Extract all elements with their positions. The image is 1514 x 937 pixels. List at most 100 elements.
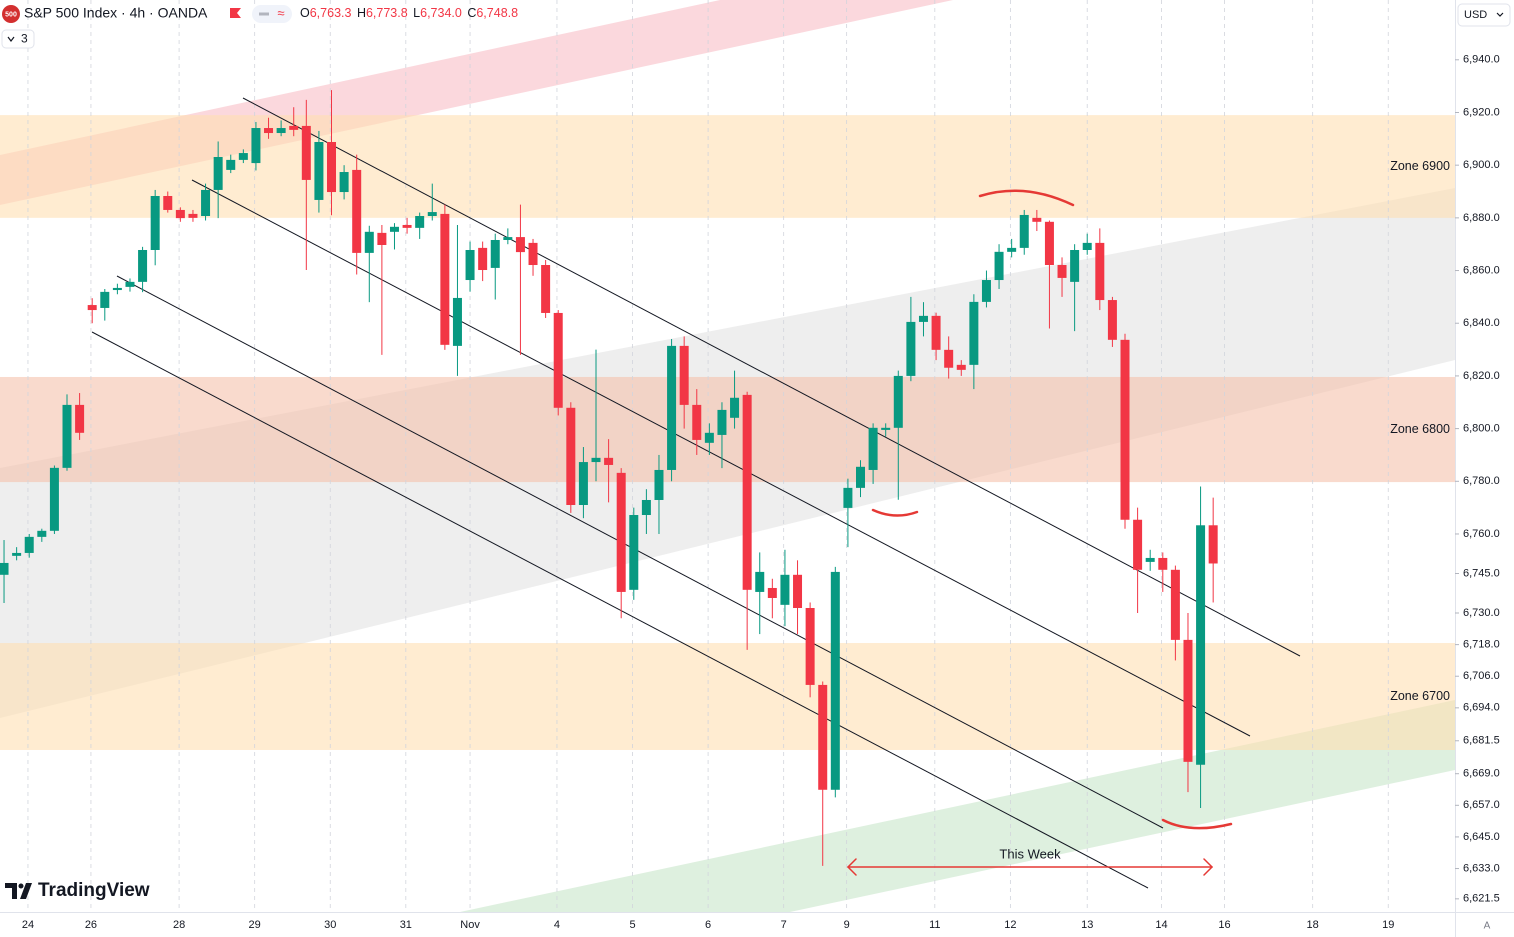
candle-body [641, 499, 651, 516]
candle-body [327, 141, 337, 193]
candle-body [956, 364, 966, 370]
candle-body [251, 128, 261, 164]
y-tick-label: 6,633.0 [1463, 862, 1500, 874]
candle-body [742, 394, 752, 590]
candle-body [12, 552, 22, 556]
candle-body [1158, 557, 1168, 570]
candle-body [969, 301, 979, 365]
ohlc-value: 6,763.3 [310, 6, 352, 20]
indicators-toggle[interactable] [1, 29, 35, 49]
candle-body [100, 291, 110, 308]
green-channel [460, 700, 1455, 912]
annotations [846, 189, 1233, 876]
ohlc-key: L [413, 6, 420, 20]
currency-select[interactable] [1457, 3, 1511, 27]
candle-body [868, 427, 878, 470]
y-tick-label: 6,745.0 [1463, 567, 1500, 579]
candle-body [767, 587, 777, 598]
candle-body [1057, 265, 1067, 278]
zone [0, 643, 1455, 750]
candle-body [667, 345, 677, 470]
candle-body [818, 684, 828, 790]
chevron [7, 36, 15, 42]
flag-icon[interactable] [230, 8, 241, 18]
x-tick-label: 29 [249, 919, 261, 931]
candle-body [490, 239, 500, 268]
candle-body [591, 457, 601, 463]
candle-body [578, 462, 588, 505]
y-tick-label: 6,820.0 [1463, 370, 1500, 382]
ohlc-value: 6,734.0 [420, 6, 462, 20]
candle-body [1070, 249, 1080, 282]
candle-body [226, 159, 236, 170]
x-tick-label: 4 [554, 919, 560, 931]
candle-body [125, 281, 135, 287]
candle-body [150, 195, 160, 250]
candles [0, 90, 1218, 866]
candle-body [478, 247, 488, 271]
candle-body [364, 231, 374, 253]
x-tick-label: 31 [400, 919, 412, 931]
chevron [1496, 12, 1504, 17]
annotation-curve [978, 189, 1075, 207]
zone-label: Zone 6900 [1390, 159, 1450, 173]
indicator-pill[interactable] [252, 5, 292, 23]
candle-body [1133, 519, 1143, 570]
candle-body [1107, 300, 1117, 340]
candle-body [138, 249, 148, 282]
candle-body [843, 487, 853, 508]
auto-scale[interactable]: A [1484, 921, 1491, 932]
grid [27, 0, 1389, 912]
candle-body [1019, 214, 1029, 248]
y-tick-label: 6,800.0 [1463, 423, 1500, 435]
trend-line [191, 179, 1251, 737]
candle-body [49, 467, 59, 531]
candle-body [918, 315, 928, 322]
pill-icon [259, 12, 269, 16]
symbol-logo [2, 5, 20, 23]
trend-lines [91, 97, 1301, 889]
zone-label: Zone 6800 [1390, 422, 1450, 436]
x-tick-label: 14 [1155, 919, 1167, 931]
candle-body [793, 574, 803, 608]
annotation-label: This Week [999, 846, 1061, 861]
candle-body [289, 125, 299, 130]
brand: TradingView [5, 880, 150, 901]
candle-body [188, 213, 198, 218]
candle-body [264, 128, 274, 134]
zones: Zone 6900 Zone 6800 Zone 6700 [0, 115, 1455, 750]
x-tick-label: 12 [1004, 919, 1016, 931]
indicators-count: 3 [21, 32, 28, 46]
zone [0, 115, 1455, 218]
pill-icon: ≈ [277, 5, 284, 20]
zone-label: Zone 6700 [1390, 689, 1450, 703]
x-tick-label: 13 [1081, 919, 1093, 931]
brand-logo [5, 883, 32, 899]
brand-name: TradingView [38, 880, 150, 901]
candle-body [276, 128, 286, 134]
candle-body [452, 297, 462, 346]
y-tick-label: 6,860.0 [1463, 264, 1500, 276]
candle-body [314, 141, 324, 200]
x-tick-label: 26 [85, 919, 97, 931]
candle-body [528, 242, 538, 266]
candle-body [604, 457, 614, 465]
candle-body [213, 157, 223, 190]
x-tick-label: 9 [844, 919, 850, 931]
y-tick-label: 6,718.0 [1463, 639, 1500, 651]
candle-body [856, 466, 866, 488]
y-tick-label: 6,657.0 [1463, 799, 1500, 811]
y-tick-label: 6,621.5 [1463, 893, 1500, 905]
x-tick-label: Nov [460, 919, 480, 931]
ohlc-key: H [357, 6, 366, 20]
symbol-title[interactable]: S&P 500 Index · 4h · OANDA [24, 5, 208, 21]
y-tick-label: 6,669.0 [1463, 768, 1500, 780]
brand-logo-dot [18, 883, 24, 889]
candle-body [553, 312, 563, 408]
candle-body [163, 195, 173, 210]
x-tick-label: 30 [324, 919, 336, 931]
y-tick-label: 6,760.0 [1463, 528, 1500, 540]
x-tick-label: 24 [22, 919, 34, 931]
x-tick-label: 7 [781, 919, 787, 931]
ohlc-key: C [467, 6, 476, 20]
